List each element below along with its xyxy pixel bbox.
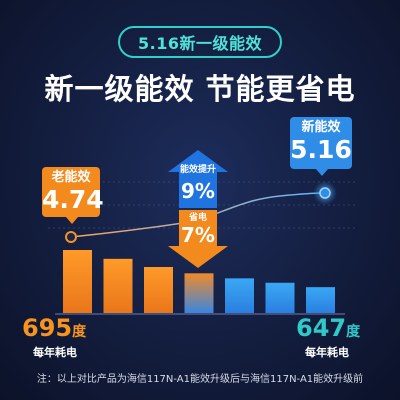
up-arrow-label: 能效提升 bbox=[180, 163, 216, 175]
bar-3 bbox=[144, 267, 173, 313]
new-efficiency-callout: 新能效 5.16 bbox=[290, 117, 352, 176]
old-annual-consumption: 695度 bbox=[22, 314, 86, 342]
bar-7 bbox=[306, 287, 335, 313]
new-efficiency-label: 新能效 bbox=[301, 120, 341, 135]
footnote: 注：以上对比产品为海信117N-A1能效升级后与海信117N-A1能效升级前 bbox=[36, 374, 364, 385]
new-efficiency-point bbox=[319, 187, 331, 199]
efficiency-badge: 5.16新一级能效 bbox=[118, 26, 282, 58]
bar-5 bbox=[225, 278, 254, 313]
old-consumption-label: 每年耗电 bbox=[33, 346, 77, 359]
bar-4 bbox=[184, 273, 214, 313]
new-consumption-label: 每年耗电 bbox=[305, 346, 349, 359]
down-arrow-value: 7% bbox=[181, 223, 215, 247]
new-consumption-number: 647 bbox=[296, 314, 347, 342]
bar-2 bbox=[103, 258, 133, 313]
new-consumption-unit: 度 bbox=[346, 324, 361, 340]
efficiency-up-arrow: 能效提升 9% bbox=[168, 150, 228, 208]
page-title: 新一级能效 节能更省电 bbox=[44, 72, 356, 106]
old-consumption-number: 695 bbox=[22, 314, 73, 342]
bar-1 bbox=[63, 250, 92, 313]
down-arrow-label: 省电 bbox=[188, 211, 207, 223]
power-saving-down-arrow: 省电 7% bbox=[168, 210, 228, 268]
old-consumption-unit: 度 bbox=[72, 324, 87, 340]
old-efficiency-callout: 老能效 4.74 bbox=[42, 167, 104, 224]
old-efficiency-value: 4.74 bbox=[42, 185, 104, 214]
bar-6 bbox=[265, 282, 295, 313]
old-efficiency-label: 老能效 bbox=[51, 170, 91, 185]
up-arrow-value: 9% bbox=[181, 179, 215, 203]
new-annual-consumption: 647度 bbox=[296, 314, 360, 342]
old-efficiency-point bbox=[65, 231, 77, 243]
bars-group bbox=[63, 250, 335, 313]
trend-line bbox=[70, 192, 326, 238]
new-efficiency-value: 5.16 bbox=[290, 135, 352, 164]
